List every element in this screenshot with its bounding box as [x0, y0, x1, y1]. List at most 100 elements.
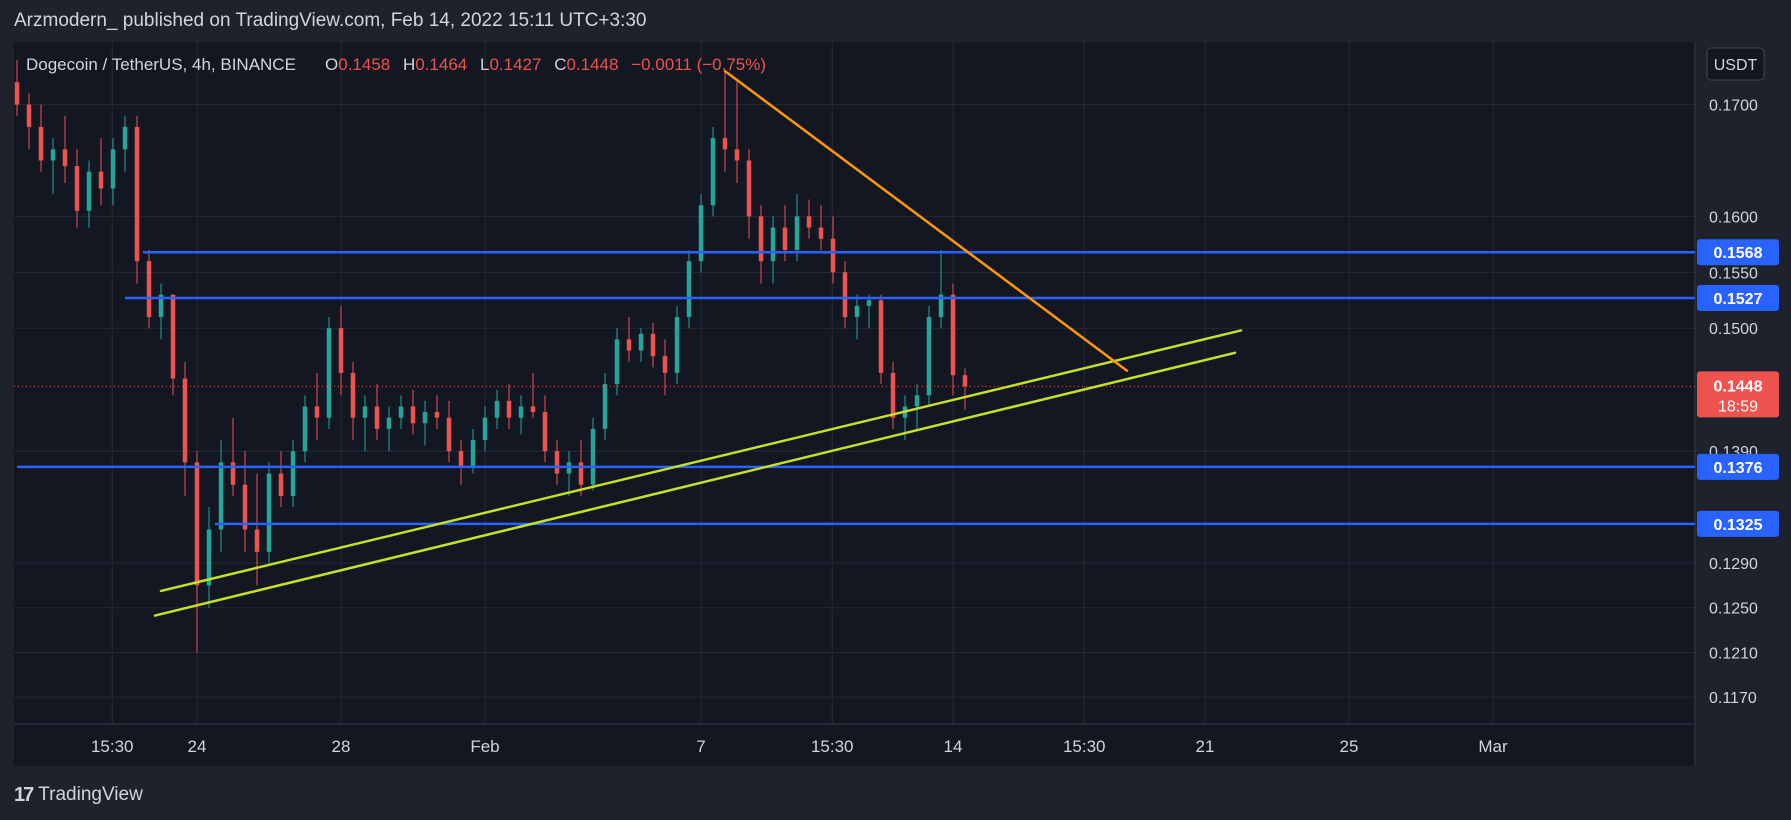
candle[interactable] — [962, 368, 968, 410]
candle[interactable] — [554, 440, 560, 485]
candlestick-chart[interactable]: 0.17000.16000.15500.15000.13900.12900.12… — [0, 0, 1791, 780]
candle[interactable] — [458, 440, 464, 485]
candle-body — [674, 317, 680, 373]
candle[interactable] — [386, 406, 392, 452]
candle[interactable] — [770, 216, 776, 284]
candle-body — [314, 406, 320, 418]
candle[interactable] — [170, 294, 176, 396]
candle[interactable] — [650, 322, 656, 368]
candle-body — [122, 126, 128, 150]
candle[interactable] — [98, 138, 104, 206]
candle[interactable] — [938, 249, 944, 329]
currency-button[interactable]: USDT — [1706, 47, 1765, 81]
candle[interactable] — [350, 361, 356, 441]
candle-body — [158, 294, 164, 318]
candle-body — [230, 462, 236, 485]
price-axis[interactable]: 0.17000.16000.15500.15000.13900.12900.12… — [1709, 98, 1758, 708]
trend-line-lower-support[interactable] — [153, 351, 1237, 617]
candle[interactable] — [110, 138, 116, 206]
candle[interactable] — [674, 305, 680, 385]
candle[interactable] — [338, 305, 344, 396]
candle[interactable] — [326, 317, 332, 429]
trend-lines[interactable] — [153, 69, 1243, 617]
candle[interactable] — [302, 395, 308, 463]
candle[interactable] — [542, 395, 548, 463]
candle[interactable] — [482, 406, 488, 452]
candle[interactable] — [146, 249, 152, 329]
candle[interactable] — [290, 440, 296, 508]
candle[interactable] — [614, 328, 620, 396]
candle[interactable] — [398, 395, 404, 429]
candle[interactable] — [878, 294, 884, 385]
candle[interactable] — [794, 194, 800, 262]
candle[interactable] — [890, 361, 896, 429]
candle[interactable] — [950, 283, 956, 396]
candle[interactable] — [602, 372, 608, 441]
candle-body — [590, 428, 596, 485]
candle[interactable] — [230, 417, 236, 496]
candle[interactable] — [722, 71, 728, 172]
candle[interactable] — [518, 395, 524, 435]
x-tick-label: Feb — [470, 737, 499, 756]
candle-body — [770, 227, 776, 262]
candle[interactable] — [530, 372, 536, 418]
candle-body — [458, 451, 464, 468]
candle[interactable] — [26, 93, 32, 150]
tradingview-logo[interactable]: 17 TradingView — [14, 782, 143, 808]
candle-body — [530, 406, 536, 413]
candle[interactable] — [818, 205, 824, 250]
candle[interactable] — [362, 395, 368, 452]
candle[interactable] — [806, 199, 812, 239]
candle[interactable] — [278, 451, 284, 508]
candle[interactable] — [734, 82, 740, 183]
candle[interactable] — [926, 305, 932, 407]
candle[interactable] — [14, 59, 20, 116]
candle[interactable] — [494, 389, 500, 429]
candle[interactable] — [662, 339, 668, 396]
candle[interactable] — [686, 249, 692, 329]
candle[interactable] — [590, 417, 596, 491]
candle[interactable] — [746, 149, 752, 239]
candle[interactable] — [710, 126, 716, 217]
candle[interactable] — [830, 216, 836, 284]
candle-body — [950, 294, 956, 376]
candle[interactable] — [206, 507, 212, 608]
candle[interactable] — [86, 160, 92, 228]
candle[interactable] — [374, 384, 380, 441]
y-tick-label: 0.1550 — [1709, 265, 1758, 282]
candle[interactable] — [842, 261, 848, 329]
trend-line-descending-resistance[interactable] — [723, 69, 1129, 372]
horizontal-levels[interactable] — [17, 250, 1695, 526]
candle[interactable] — [866, 294, 872, 329]
candle[interactable] — [638, 328, 644, 362]
candle[interactable] — [38, 104, 44, 172]
candle-body — [110, 149, 116, 189]
candle[interactable] — [122, 115, 128, 172]
candle[interactable] — [626, 317, 632, 362]
candle[interactable] — [182, 361, 188, 496]
candle[interactable] — [446, 400, 452, 463]
candle[interactable] — [698, 194, 704, 273]
candle[interactable] — [854, 294, 860, 340]
candle[interactable] — [50, 138, 56, 195]
candle-body — [686, 261, 692, 318]
candle[interactable] — [194, 451, 200, 653]
candle-body — [842, 272, 848, 318]
candle[interactable] — [914, 384, 920, 429]
candle[interactable] — [74, 149, 80, 228]
trend-line-upper-support[interactable] — [159, 329, 1243, 593]
candle[interactable] — [266, 462, 272, 564]
candle-body — [710, 138, 716, 206]
candle[interactable] — [410, 389, 416, 435]
candle[interactable] — [434, 395, 440, 429]
candle[interactable] — [62, 115, 68, 183]
candle[interactable] — [422, 400, 428, 446]
level-price-tag — [1697, 510, 1779, 537]
time-axis[interactable]: 15:30 24 28 Feb 7 15:30 14 15:30 21 25 Mar — [91, 737, 1508, 756]
candle[interactable] — [314, 372, 320, 441]
candle[interactable] — [134, 115, 140, 284]
candle[interactable] — [758, 205, 764, 284]
candle[interactable] — [218, 440, 224, 552]
candle[interactable] — [506, 384, 512, 429]
candle[interactable] — [158, 283, 164, 340]
